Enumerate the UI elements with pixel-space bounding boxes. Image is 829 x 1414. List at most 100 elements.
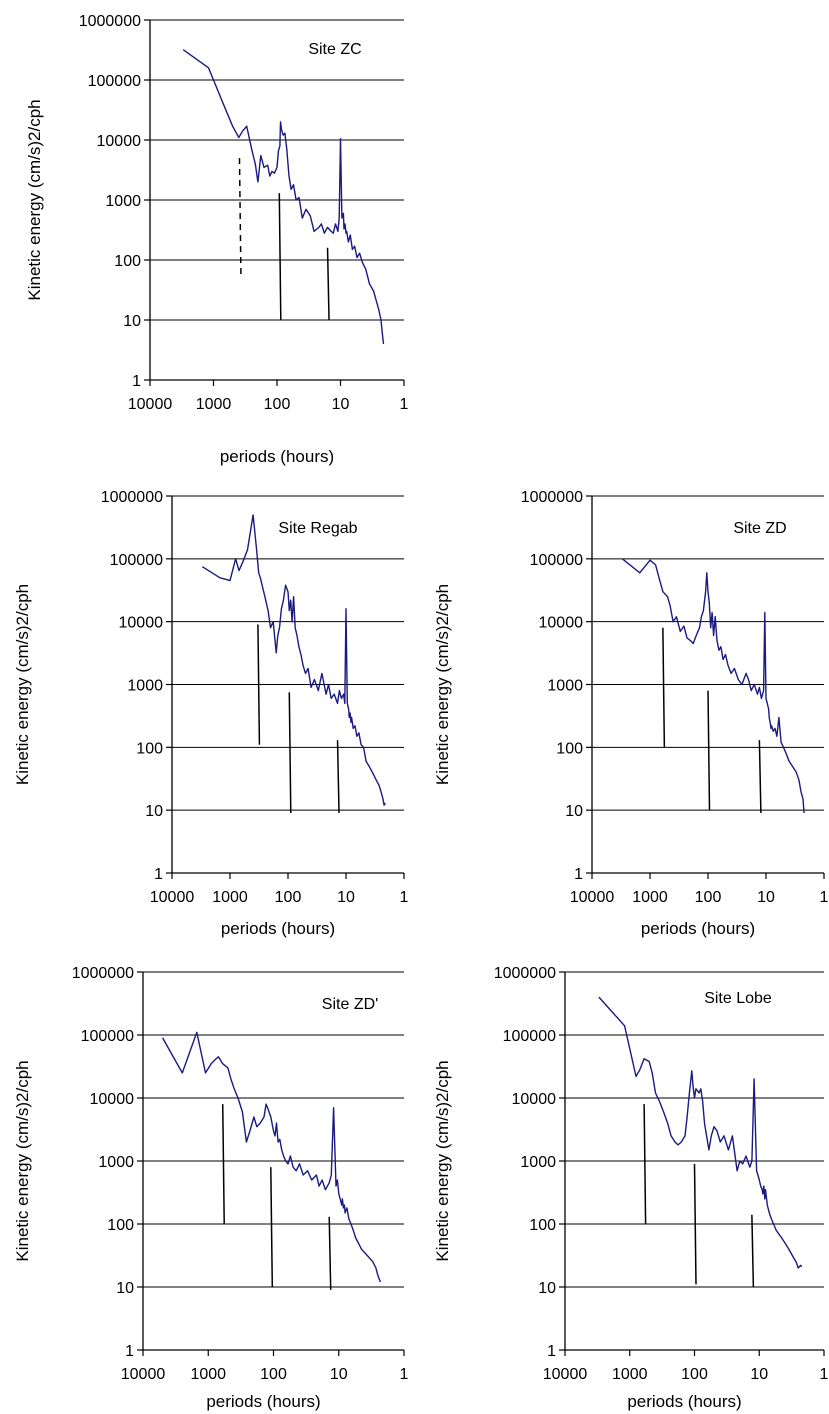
y-tick-label: 10000 <box>97 133 142 150</box>
panel-lobe: 1 10 100 1000 10000 100000 1000000 10000 1000 100… <box>433 965 829 1411</box>
y-tick-label: 100 <box>107 1217 134 1234</box>
x-tick-label: 1000 <box>196 396 232 413</box>
x-axis-label: periods (hours) <box>220 447 334 466</box>
x-tick-label: 10000 <box>543 1366 588 1383</box>
panel-zd: 1 10 100 1000 10000 100000 1000000 10000 1000 100… <box>433 489 829 938</box>
y-tick-label: 100 <box>529 1217 556 1234</box>
x-axis-label: periods (hours) <box>221 919 335 938</box>
y-tick-label: 10 <box>123 313 141 330</box>
x-tick-label: 10 <box>332 396 350 413</box>
x-tick-label: 10000 <box>128 396 173 413</box>
site-title: Site ZC <box>308 41 361 58</box>
x-tick-label: 10 <box>330 1366 348 1383</box>
y-tick-label: 10000 <box>90 1091 135 1108</box>
site-title: Site Lobe <box>704 990 772 1007</box>
series-line <box>598 996 803 1269</box>
y-tick-label: 1000000 <box>79 13 141 30</box>
dashed-period-marker <box>238 158 242 279</box>
y-tick-label: 1000 <box>105 193 141 210</box>
y-tick-label: 10 <box>145 803 163 820</box>
y-axis-label: Kinetic energy (cm/s)2/cph <box>13 1060 32 1261</box>
x-tick-label: 1000 <box>632 889 668 906</box>
x-tick-label: 100 <box>264 396 291 413</box>
series-line <box>182 49 385 344</box>
y-axis-label: Kinetic energy (cm/s)2/cph <box>13 584 32 785</box>
x-axis-label: periods (hours) <box>641 919 755 938</box>
x-axis-label: periods (hours) <box>627 1392 741 1411</box>
y-tick-label: 1 <box>154 866 163 883</box>
x-tick-label: 1 <box>400 889 409 906</box>
y-tick-label: 100 <box>114 253 141 270</box>
x-tick-label: 100 <box>681 1366 708 1383</box>
period-marker <box>758 740 762 814</box>
y-tick-label: 1000000 <box>101 489 163 506</box>
y-tick-label: 1000 <box>98 1154 134 1171</box>
x-tick-label: 1 <box>820 889 829 906</box>
y-tick-label: 1 <box>547 1343 556 1360</box>
y-axis-label: Kinetic energy (cm/s)2/cph <box>433 1060 452 1261</box>
series-line <box>201 514 386 806</box>
y-tick-label: 1000 <box>547 678 583 695</box>
x-tick-label: 10 <box>757 889 775 906</box>
x-tick-label: 100 <box>260 1366 287 1383</box>
period-marker <box>221 1104 225 1225</box>
y-tick-label: 1000000 <box>72 965 134 982</box>
period-marker <box>336 740 340 814</box>
series-line <box>161 1031 382 1283</box>
series-line <box>621 558 805 814</box>
x-tick-label: 1 <box>820 1366 829 1383</box>
x-tick-label: 10000 <box>570 889 615 906</box>
y-tick-label: 1000 <box>520 1154 556 1171</box>
x-tick-label: 1000 <box>190 1366 226 1383</box>
x-tick-label: 1 <box>400 1366 409 1383</box>
period-marker <box>288 692 292 814</box>
y-tick-label: 1000 <box>127 678 163 695</box>
period-marker <box>662 627 666 748</box>
y-tick-label: 10000 <box>512 1091 557 1108</box>
x-tick-label: 100 <box>695 889 722 906</box>
y-tick-label: 100000 <box>81 1028 134 1045</box>
period-marker <box>707 690 711 811</box>
site-title: Site ZD <box>733 520 786 537</box>
period-marker <box>328 1216 332 1290</box>
y-tick-label: 10000 <box>119 615 164 632</box>
x-axis-label: periods (hours) <box>206 1392 320 1411</box>
period-marker <box>326 247 330 321</box>
y-tick-label: 1000000 <box>521 489 583 506</box>
y-tick-label: 100000 <box>88 73 141 90</box>
x-tick-label: 1000 <box>212 889 248 906</box>
panel-regab: 1 10 100 1000 10000 100000 1000000 10000 1000 100… <box>13 489 409 938</box>
y-tick-label: 100 <box>136 740 163 757</box>
y-tick-label: 1 <box>125 1343 134 1360</box>
y-axis-label: Kinetic energy (cm/s)2/cph <box>433 584 452 785</box>
period-marker <box>751 1214 755 1288</box>
period-marker <box>278 193 282 321</box>
y-tick-label: 1 <box>574 866 583 883</box>
y-tick-label: 100 <box>556 740 583 757</box>
x-tick-label: 100 <box>275 889 302 906</box>
y-tick-label: 10000 <box>539 615 584 632</box>
y-tick-label: 100000 <box>503 1028 556 1045</box>
y-tick-label: 100000 <box>530 552 583 569</box>
site-title: Site ZD' <box>322 996 378 1013</box>
period-marker <box>643 1104 647 1225</box>
x-tick-label: 10 <box>337 889 355 906</box>
y-tick-label: 100000 <box>110 552 163 569</box>
x-tick-label: 10000 <box>150 889 195 906</box>
period-marker <box>693 1163 697 1285</box>
y-tick-label: 10 <box>116 1280 134 1297</box>
period-marker <box>257 624 261 745</box>
y-tick-label: 1000000 <box>494 965 556 982</box>
panel-zc: 1 10 100 1000 10000 100000 1000000 10000 1000 100… <box>25 13 409 466</box>
y-tick-label: 10 <box>538 1280 556 1297</box>
panel-zdprime: 1 10 100 1000 10000 100000 1000000 10000 1000 100… <box>13 965 409 1411</box>
y-tick-label: 10 <box>565 803 583 820</box>
x-tick-label: 1000 <box>612 1366 648 1383</box>
y-axis-label: Kinetic energy (cm/s)2/cph <box>25 99 44 300</box>
y-tick-label: 1 <box>132 373 141 390</box>
x-tick-label: 10 <box>750 1366 768 1383</box>
site-title: Site Regab <box>278 520 357 537</box>
x-tick-label: 1 <box>400 396 409 413</box>
x-tick-label: 10000 <box>121 1366 166 1383</box>
